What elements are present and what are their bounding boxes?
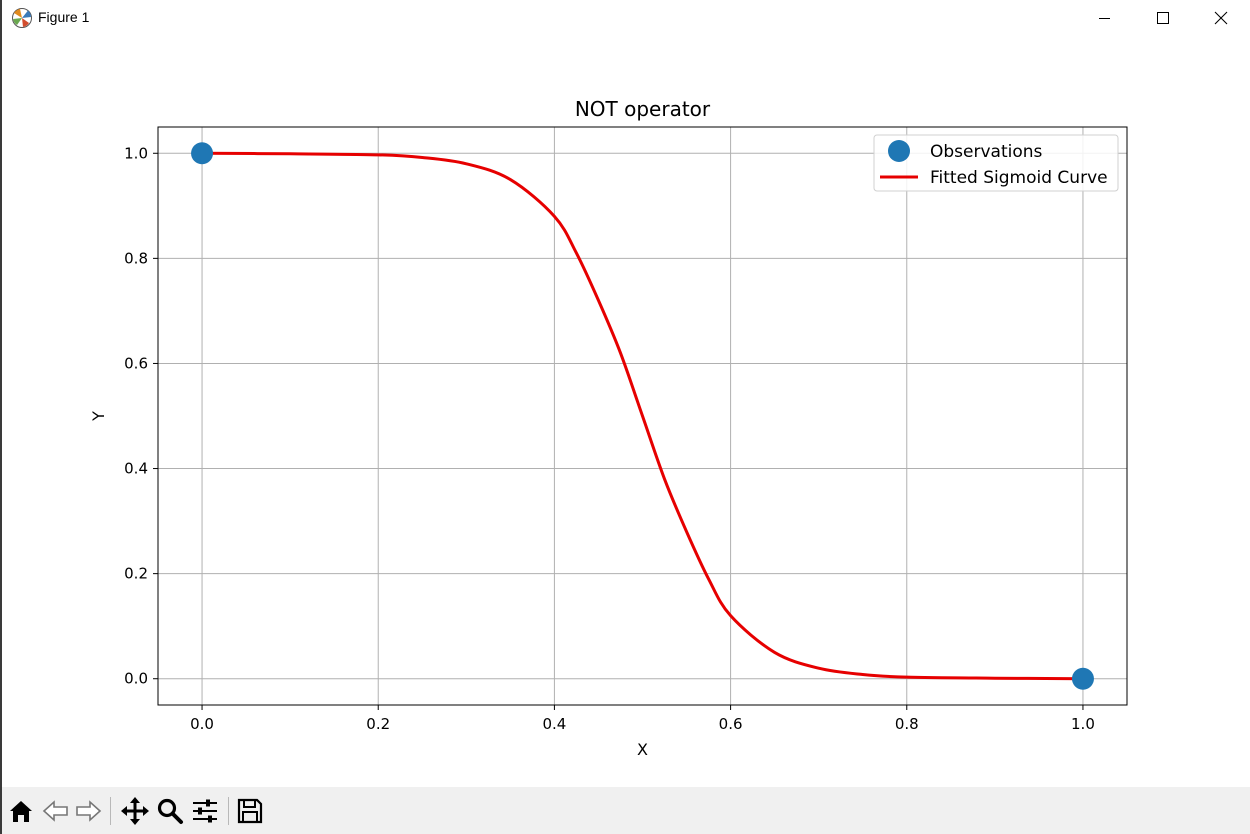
legend-entry-label: Observations: [930, 142, 1043, 162]
x-tick-label: 0.2: [366, 715, 390, 733]
series-lines: [202, 151, 1083, 681]
zoom-icon: [157, 798, 183, 824]
configure-subplots-button[interactable]: [189, 795, 221, 827]
x-tick-label: 0.0: [190, 715, 214, 733]
y-tick-label: 0.6: [124, 354, 148, 372]
maximize-icon: [1157, 12, 1169, 24]
close-button[interactable]: [1192, 0, 1250, 36]
window-left-border: [0, 0, 2, 834]
sigmoid-curve-line: [202, 151, 1083, 681]
legend-entry-label: Fitted Sigmoid Curve: [930, 168, 1108, 188]
chart-title: NOT operator: [575, 97, 711, 121]
close-icon: [1214, 11, 1228, 25]
y-tick-label: 0.2: [124, 565, 148, 583]
ticks: 0.0 0.2 0.4 0.6 0.8 1.0 0.0 0.2 0.4 0.6 0.8 1.0: [124, 144, 1095, 733]
home-icon: [10, 801, 32, 822]
x-tick-label: 0.8: [895, 715, 919, 733]
minimize-icon: [1099, 18, 1110, 19]
y-tick-label: 0.8: [124, 249, 148, 267]
observation-point: [1071, 667, 1094, 690]
x-tick-label: 0.6: [719, 715, 743, 733]
figure-canvas[interactable]: 0.0 0.2 0.4 0.6 0.8 1.0 0.0 0.2 0.4 0.6 0.8 1.0 NOT…: [2, 36, 1250, 787]
legend-box: [873, 134, 1119, 192]
window-title: Figure 1: [38, 9, 90, 25]
save-icon: [237, 798, 263, 824]
save-button[interactable]: [234, 795, 266, 827]
maximize-button[interactable]: [1134, 0, 1192, 36]
forward-button[interactable]: [72, 795, 104, 827]
y-tick-label: 0.4: [124, 460, 148, 478]
legend-point-marker: [888, 140, 910, 162]
y-axis-label: Y: [89, 411, 108, 422]
home-button[interactable]: [5, 795, 37, 827]
y-tick-label: 1.0: [124, 144, 148, 162]
zoom-button[interactable]: [154, 795, 186, 827]
move-icon: [121, 797, 149, 825]
back-button[interactable]: [40, 795, 72, 827]
title-bar[interactable]: Figure 1: [2, 0, 1250, 36]
matplotlib-app-icon: [11, 7, 33, 29]
pan-button[interactable]: [119, 795, 151, 827]
y-tick-label: 0.0: [124, 670, 148, 688]
axes-frame: [157, 126, 1128, 706]
back-arrow-icon: [42, 800, 68, 822]
sliders-icon: [193, 799, 217, 823]
minimize-button[interactable]: [1076, 0, 1134, 36]
toolbar-separator: [110, 797, 111, 825]
legend: Observations Fitted Sigmoid Curve: [873, 134, 1119, 192]
forward-arrow-icon: [76, 800, 102, 822]
x-tick-label: 1.0: [1071, 715, 1095, 733]
x-tick-label: 0.4: [542, 715, 566, 733]
series-points: [191, 142, 1094, 690]
x-axis-label: X: [637, 740, 648, 759]
observation-point: [191, 142, 214, 165]
toolbar-separator: [228, 797, 229, 825]
chart: 0.0 0.2 0.4 0.6 0.8 1.0 0.0 0.2 0.4 0.6 0.8 1.0 NOT…: [89, 97, 1128, 759]
navigation-toolbar: [2, 787, 1250, 834]
